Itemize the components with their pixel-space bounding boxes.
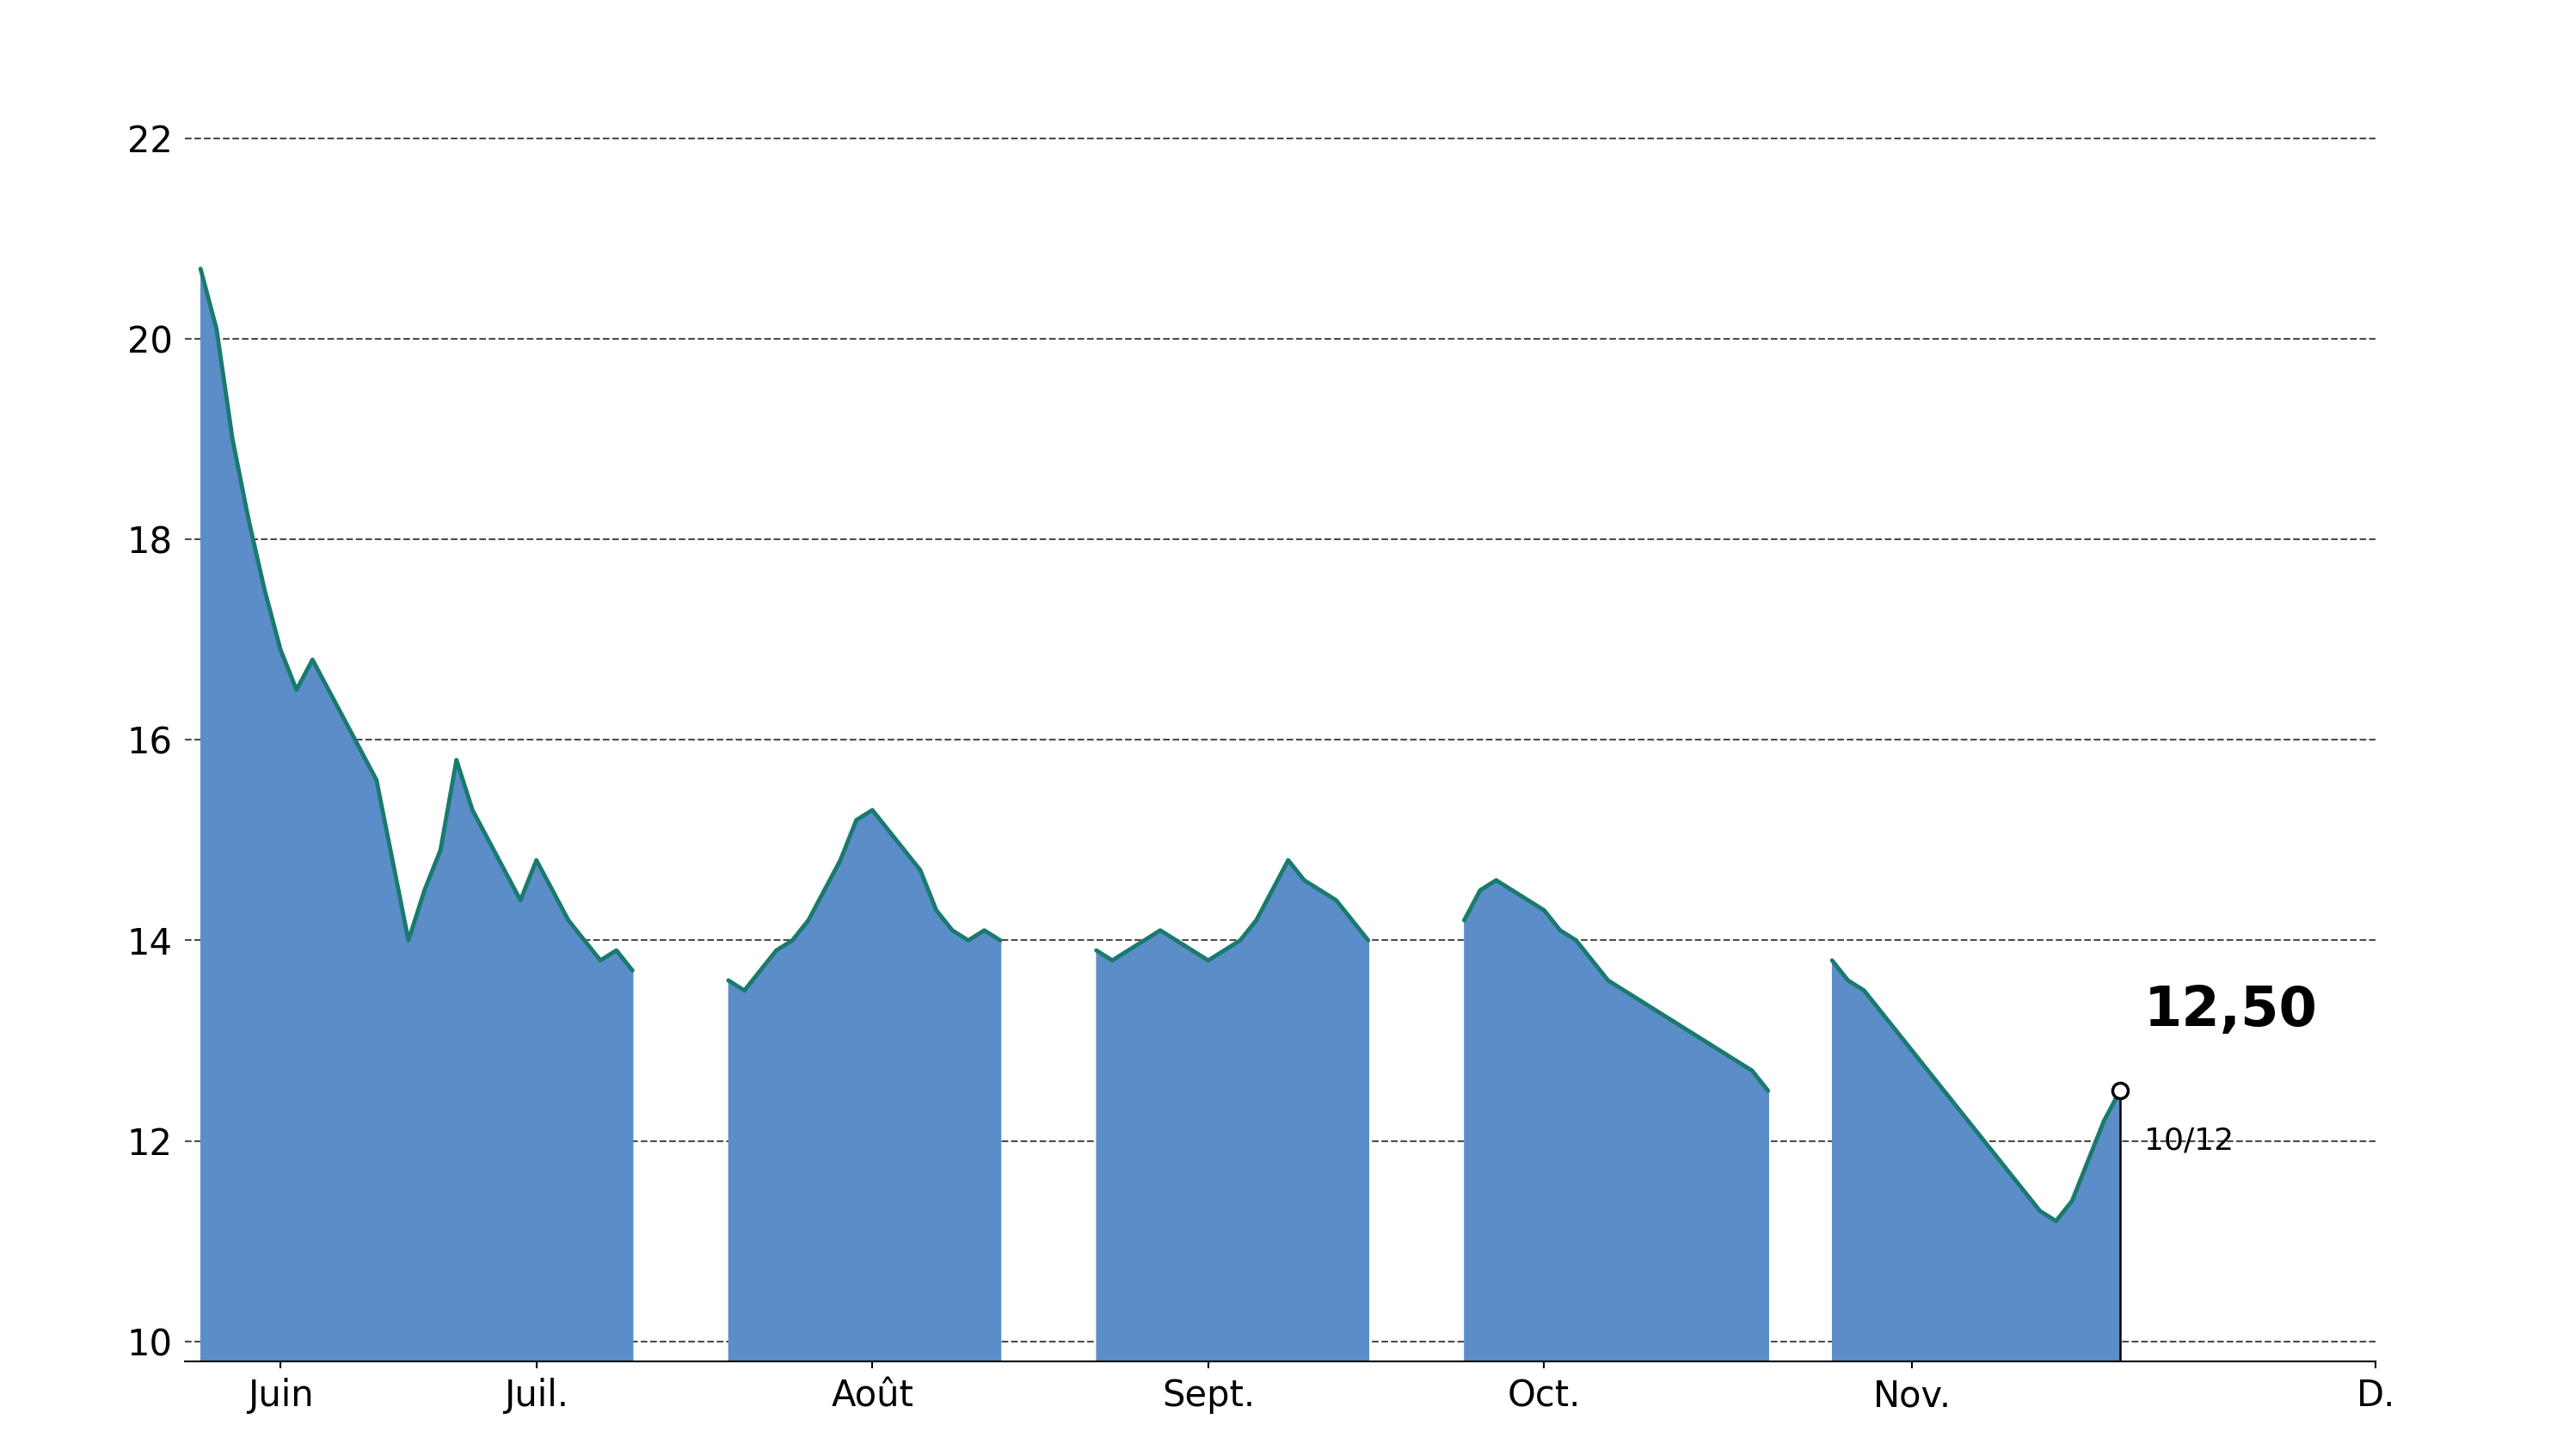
Text: MOULINVEST: MOULINVEST [982, 20, 1581, 99]
Text: 12,50: 12,50 [2145, 984, 2317, 1037]
Text: 10/12: 10/12 [2145, 1125, 2232, 1156]
